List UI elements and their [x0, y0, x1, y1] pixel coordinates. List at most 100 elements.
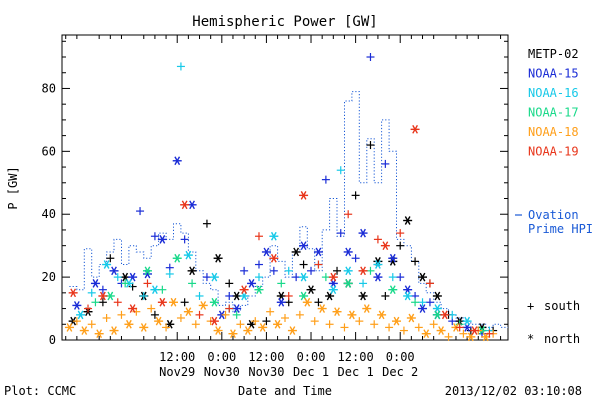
south-marker: [307, 266, 316, 275]
legend-north-symbol: *: [527, 332, 534, 346]
south-marker: [113, 298, 122, 307]
south-marker: [136, 207, 145, 216]
south-marker: [425, 298, 434, 307]
south-marker: [254, 232, 263, 241]
x-tick-time-label: 0:00: [297, 350, 326, 364]
north-marker: [239, 291, 249, 301]
north-marker: [98, 291, 108, 301]
legend-entry: METP-02: [528, 47, 579, 61]
north-marker: [109, 326, 119, 335]
south-marker: [113, 273, 122, 282]
south-marker: [277, 279, 286, 288]
north-marker: [432, 291, 442, 301]
south-marker: [351, 191, 360, 200]
north-marker: [325, 291, 335, 301]
north-marker: [269, 253, 279, 263]
chart-title: Hemispheric Power [GW]: [192, 14, 377, 30]
north-marker: [299, 291, 309, 301]
south-marker: [388, 273, 397, 282]
north-marker: [169, 297, 178, 307]
y-tick-label: 80: [42, 81, 56, 95]
north-marker: [64, 323, 74, 332]
north-marker: [362, 304, 372, 313]
north-marker: [198, 301, 208, 310]
north-marker: [209, 297, 219, 307]
north-marker: [109, 266, 119, 276]
south-marker: [284, 266, 293, 275]
north-marker: [403, 285, 413, 295]
north-marker: [291, 247, 301, 257]
x-tick-date-label: Dec 1: [338, 365, 374, 379]
south-marker: [295, 310, 304, 319]
south-marker: [292, 273, 301, 282]
north-marker: [239, 285, 249, 295]
south-marker: [396, 229, 405, 238]
north-marker: [90, 279, 100, 288]
north-marker: [72, 301, 82, 310]
north-marker: [276, 291, 286, 301]
north-marker: [462, 316, 472, 326]
legend-entry: NOAA-19: [528, 145, 579, 159]
legend-ovation-line2: Prime HPI: [528, 222, 593, 236]
north-marker: [273, 319, 283, 329]
north-marker: [432, 304, 442, 313]
north-marker: [328, 285, 338, 295]
north-marker: [343, 266, 353, 276]
south-marker: [102, 313, 111, 322]
y-axis: 0 20 40 60 80: [42, 40, 508, 347]
south-marker: [180, 235, 189, 244]
north-marker: [209, 316, 219, 326]
x-tick-time-label: 12:00: [248, 350, 284, 364]
y-tick-label: 0: [49, 333, 56, 347]
south-marker: [340, 323, 349, 332]
north-marker: [317, 304, 327, 313]
plot-frame: [61, 34, 509, 341]
north-marker: [180, 200, 190, 210]
south-marker: [84, 304, 93, 313]
south-marker: [87, 288, 96, 297]
south-marker: [240, 266, 249, 275]
north-marker: [343, 247, 353, 257]
south-marker: [87, 320, 96, 329]
north-marker: [373, 260, 383, 269]
north-marker: [269, 231, 279, 241]
north-marker: [139, 323, 149, 332]
south-marker: [373, 235, 382, 244]
legend-south-symbol: +: [527, 299, 534, 313]
south-marker: [150, 232, 159, 241]
south-marker: [254, 273, 263, 282]
north-marker: [128, 304, 138, 313]
north-marker: [128, 272, 138, 282]
north-marker: [150, 285, 160, 295]
north-marker: [440, 310, 450, 320]
north-marker: [261, 247, 271, 257]
north-marker: [102, 260, 112, 269]
south-marker: [202, 219, 211, 228]
south-marker: [396, 241, 405, 250]
north-marker: [410, 124, 420, 134]
footer-left: Plot: CCMC: [4, 384, 76, 398]
ovation-line: [69, 91, 508, 328]
south-marker: [370, 320, 379, 329]
south-marker: [91, 298, 100, 307]
north-marker: [154, 316, 164, 326]
south-marker: [351, 254, 360, 263]
north-marker: [347, 310, 357, 320]
south-marker: [333, 266, 342, 275]
south-marker: [106, 254, 115, 263]
south-marker: [459, 329, 468, 338]
north-marker: [388, 253, 398, 263]
south-marker: [281, 313, 289, 322]
south-marker: [444, 332, 453, 341]
legend-south-label: south: [544, 299, 580, 313]
north-marker: [302, 297, 312, 307]
north-marker: [380, 241, 390, 251]
south-marker: [225, 304, 234, 313]
north-marker: [183, 307, 193, 317]
north-marker: [403, 216, 413, 225]
south-marker: [336, 166, 345, 175]
north-marker: [436, 326, 446, 335]
y-tick-label: 20: [42, 270, 56, 284]
south-marker: [381, 159, 390, 168]
